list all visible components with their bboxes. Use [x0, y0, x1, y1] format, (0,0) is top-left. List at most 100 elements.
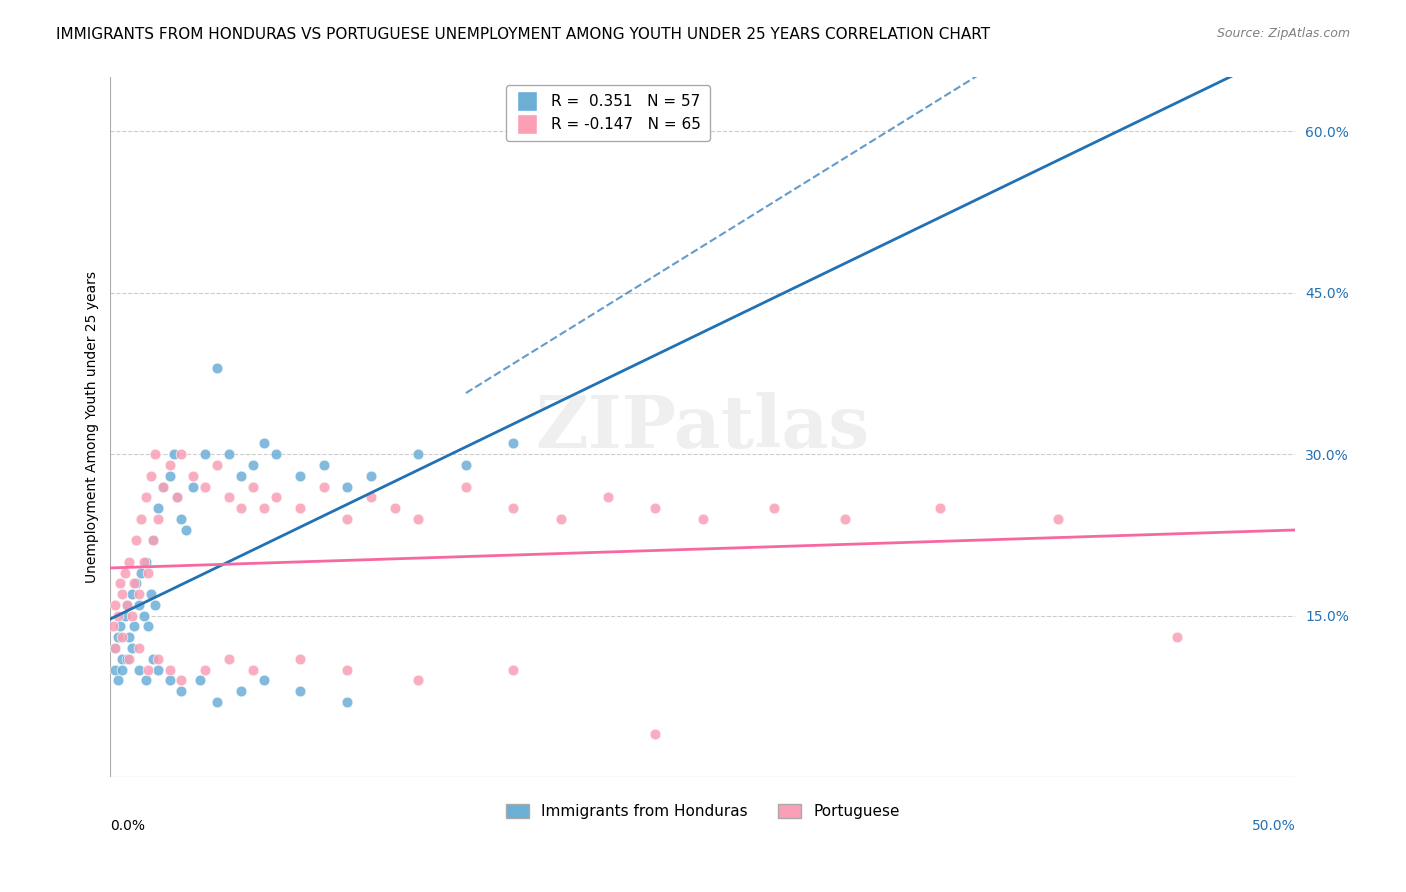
Point: [111, 630, 134, 644]
Point: [190, 673, 212, 688]
Point: [122, 576, 145, 591]
Point: [129, 512, 152, 526]
Point: [288, 468, 311, 483]
Point: [454, 458, 477, 472]
Point: [692, 512, 714, 526]
Point: [1166, 630, 1188, 644]
Point: [128, 640, 150, 655]
Point: [253, 436, 276, 450]
Point: [135, 490, 157, 504]
Point: [135, 673, 157, 688]
Y-axis label: Unemployment Among Youth under 25 years: Unemployment Among Youth under 25 years: [86, 271, 100, 583]
Point: [183, 468, 205, 483]
Point: [502, 436, 524, 450]
Point: [336, 663, 359, 677]
Point: [121, 587, 143, 601]
Point: [312, 458, 335, 472]
Point: [159, 458, 181, 472]
Point: [502, 663, 524, 677]
Point: [115, 598, 138, 612]
Point: [242, 663, 264, 677]
Point: [166, 490, 188, 504]
Point: [159, 468, 181, 483]
Point: [111, 663, 134, 677]
Point: [312, 479, 335, 493]
Point: [928, 501, 950, 516]
Point: [136, 566, 159, 580]
Point: [288, 684, 311, 698]
Point: [142, 652, 165, 666]
Point: [101, 619, 124, 633]
Point: [194, 447, 217, 461]
Point: [125, 576, 148, 591]
Point: [114, 608, 136, 623]
Point: [129, 566, 152, 580]
Point: [111, 652, 134, 666]
Point: [408, 673, 430, 688]
Point: [159, 663, 181, 677]
Point: [115, 598, 138, 612]
Point: [166, 490, 188, 504]
Point: [107, 630, 129, 644]
Point: [360, 468, 382, 483]
Point: [104, 640, 127, 655]
Point: [218, 652, 240, 666]
Point: [834, 512, 856, 526]
Point: [146, 512, 169, 526]
Point: [136, 619, 159, 633]
Point: [183, 479, 205, 493]
Text: 0.0%: 0.0%: [111, 819, 145, 833]
Point: [502, 501, 524, 516]
Point: [194, 479, 217, 493]
Point: [107, 608, 129, 623]
Point: [163, 447, 186, 461]
Point: [596, 490, 619, 504]
Point: [205, 695, 228, 709]
Point: [104, 663, 127, 677]
Point: [408, 447, 430, 461]
Point: [253, 673, 276, 688]
Point: [242, 479, 264, 493]
Point: [170, 673, 193, 688]
Point: [242, 458, 264, 472]
Point: [253, 501, 276, 516]
Point: [288, 501, 311, 516]
Point: [128, 598, 150, 612]
Point: [174, 523, 197, 537]
Point: [170, 684, 193, 698]
Point: [118, 652, 141, 666]
Point: [115, 652, 138, 666]
Legend: Immigrants from Honduras, Portuguese: Immigrants from Honduras, Portuguese: [499, 798, 905, 825]
Point: [644, 727, 666, 741]
Point: [266, 490, 288, 504]
Point: [121, 608, 143, 623]
Point: [132, 555, 155, 569]
Text: 50.0%: 50.0%: [1251, 819, 1295, 833]
Point: [336, 512, 359, 526]
Text: IMMIGRANTS FROM HONDURAS VS PORTUGUESE UNEMPLOYMENT AMONG YOUTH UNDER 25 YEARS C: IMMIGRANTS FROM HONDURAS VS PORTUGUESE U…: [56, 27, 990, 42]
Point: [128, 587, 150, 601]
Point: [104, 640, 127, 655]
Point: [139, 587, 162, 601]
Point: [139, 468, 162, 483]
Point: [114, 566, 136, 580]
Point: [205, 458, 228, 472]
Point: [128, 663, 150, 677]
Point: [266, 447, 288, 461]
Point: [194, 663, 217, 677]
Point: [336, 695, 359, 709]
Text: Source: ZipAtlas.com: Source: ZipAtlas.com: [1216, 27, 1350, 40]
Point: [125, 533, 148, 548]
Point: [762, 501, 785, 516]
Point: [1047, 512, 1070, 526]
Point: [108, 619, 131, 633]
Point: [108, 576, 131, 591]
Point: [454, 479, 477, 493]
Point: [288, 652, 311, 666]
Point: [336, 479, 359, 493]
Point: [135, 555, 157, 569]
Point: [170, 512, 193, 526]
Point: [550, 512, 572, 526]
Point: [142, 533, 165, 548]
Point: [159, 673, 181, 688]
